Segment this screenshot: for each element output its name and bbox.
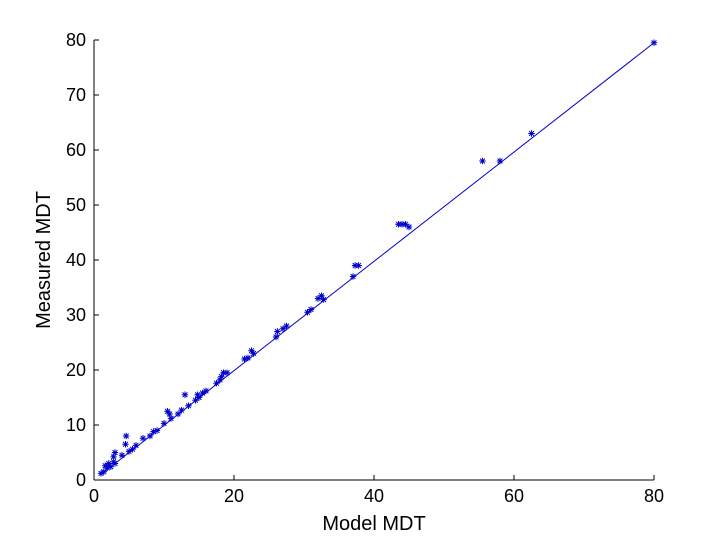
data-point bbox=[314, 295, 322, 302]
x-axis-label: Model MDT bbox=[322, 513, 425, 535]
y-tick-label: 50 bbox=[66, 195, 86, 215]
data-point bbox=[167, 415, 175, 422]
data-point bbox=[479, 157, 486, 165]
x-ticks: 0 20 40 60 80 bbox=[89, 475, 664, 506]
y-tick-label: 70 bbox=[66, 85, 86, 105]
data-point bbox=[132, 442, 140, 449]
data-point bbox=[111, 449, 119, 456]
data-point bbox=[274, 328, 281, 335]
data-point bbox=[244, 354, 252, 362]
data-point bbox=[318, 292, 325, 299]
data-point bbox=[164, 408, 171, 415]
data-point bbox=[125, 448, 133, 455]
data-point bbox=[111, 460, 119, 467]
data-point bbox=[123, 432, 130, 440]
y-tick-label: 0 bbox=[76, 470, 86, 490]
data-point bbox=[349, 273, 357, 280]
y-tick-label: 10 bbox=[66, 415, 86, 435]
data-point bbox=[104, 464, 111, 472]
x-tick-label: 60 bbox=[504, 486, 524, 506]
x-tick-label: 40 bbox=[364, 486, 384, 506]
y-axis-label: Measured MDT bbox=[33, 191, 55, 329]
data-point bbox=[107, 463, 114, 470]
data-point bbox=[402, 221, 409, 228]
data-point bbox=[185, 402, 192, 409]
y-tick-label: 20 bbox=[66, 360, 86, 380]
data-point bbox=[150, 428, 157, 435]
data-point bbox=[355, 262, 362, 269]
data-point bbox=[351, 262, 359, 269]
data-point bbox=[105, 460, 112, 467]
data-point bbox=[166, 410, 173, 418]
data-point bbox=[496, 157, 504, 165]
data-point bbox=[160, 420, 168, 427]
data-point bbox=[199, 389, 206, 397]
y-tick-label: 30 bbox=[66, 305, 86, 325]
data-point bbox=[220, 369, 227, 376]
data-point bbox=[405, 223, 413, 231]
x-tick-label: 0 bbox=[89, 486, 99, 506]
data-point bbox=[223, 369, 231, 376]
y-tick-label: 60 bbox=[66, 140, 86, 160]
data-point bbox=[218, 373, 225, 380]
data-point bbox=[181, 391, 189, 398]
x-tick-label: 20 bbox=[224, 486, 244, 506]
data-point bbox=[122, 441, 129, 448]
data-point bbox=[118, 452, 126, 459]
data-point bbox=[110, 453, 117, 461]
x-tick-label: 80 bbox=[644, 486, 664, 506]
data-point bbox=[250, 350, 257, 357]
data-point bbox=[97, 470, 105, 477]
data-point bbox=[283, 322, 290, 330]
data-point bbox=[129, 446, 136, 453]
data-point bbox=[398, 221, 406, 228]
data-point bbox=[213, 380, 220, 387]
data-point bbox=[528, 130, 535, 137]
points-layer bbox=[97, 39, 658, 477]
data-point bbox=[320, 296, 327, 303]
data-point bbox=[153, 427, 161, 434]
data-point bbox=[395, 221, 402, 228]
data-point bbox=[202, 387, 210, 395]
data-point bbox=[100, 468, 107, 475]
data-point bbox=[248, 347, 255, 354]
data-point bbox=[139, 435, 147, 442]
data-point bbox=[216, 376, 224, 384]
data-point bbox=[650, 39, 658, 46]
y-ticks: 0 10 20 30 40 50 60 70 80 bbox=[66, 30, 99, 490]
y-tick-label: 40 bbox=[66, 250, 86, 270]
y-tick-label: 80 bbox=[66, 30, 86, 50]
data-point bbox=[241, 355, 248, 363]
data-point bbox=[195, 394, 203, 401]
data-point bbox=[192, 397, 199, 404]
data-point bbox=[194, 391, 201, 398]
data-point bbox=[272, 333, 280, 341]
data-point bbox=[279, 325, 287, 332]
data-point bbox=[304, 309, 311, 316]
data-point bbox=[178, 406, 185, 414]
data-point bbox=[174, 410, 182, 418]
data-point bbox=[146, 432, 154, 440]
data-point bbox=[307, 306, 315, 313]
